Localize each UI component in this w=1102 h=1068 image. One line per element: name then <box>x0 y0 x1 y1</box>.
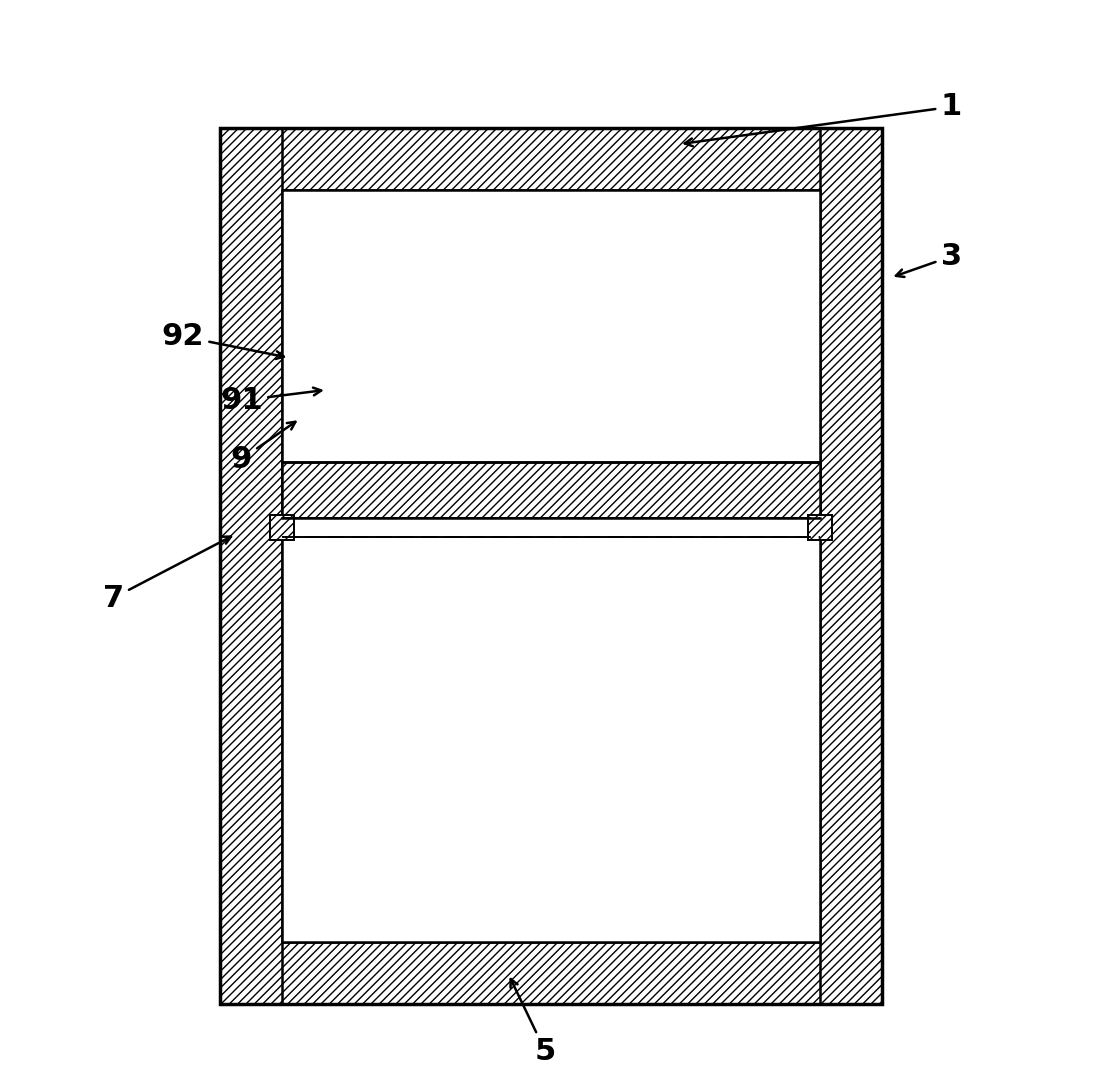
Text: 5: 5 <box>510 979 557 1067</box>
Bar <box>220 128 882 1004</box>
Text: 92: 92 <box>161 321 284 359</box>
Text: 1: 1 <box>684 92 962 146</box>
Text: 9: 9 <box>230 422 295 474</box>
Bar <box>270 515 293 540</box>
Text: 91: 91 <box>220 386 321 415</box>
Bar <box>220 128 882 190</box>
Bar <box>282 462 820 518</box>
Bar <box>220 128 882 1004</box>
Bar <box>282 518 820 537</box>
Text: 7: 7 <box>102 536 231 613</box>
Bar <box>220 128 282 1004</box>
Bar <box>220 942 882 1004</box>
Bar <box>820 128 882 1004</box>
Bar <box>282 190 820 942</box>
Text: 3: 3 <box>896 241 962 277</box>
Bar <box>809 515 832 540</box>
